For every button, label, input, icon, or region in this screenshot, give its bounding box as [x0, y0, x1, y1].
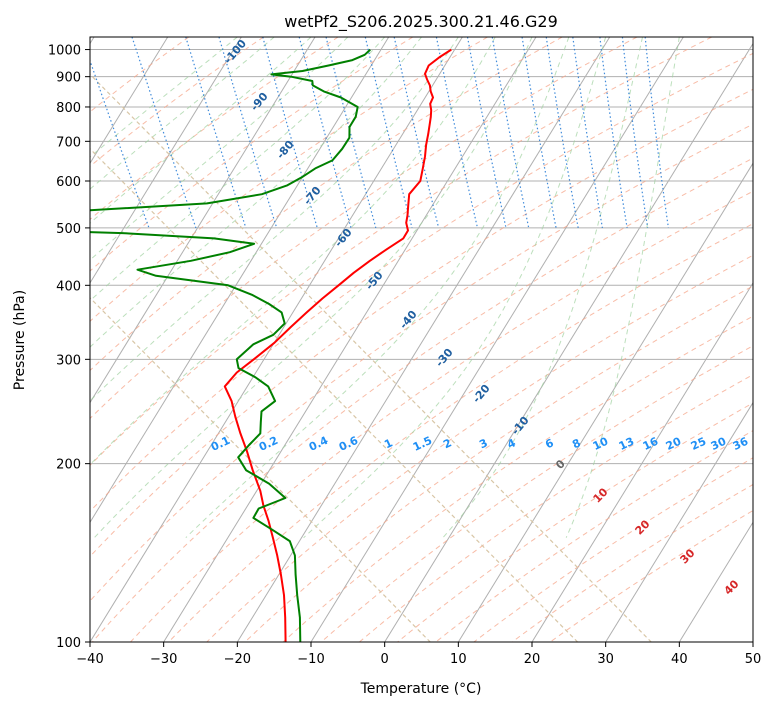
y-axis-label: Pressure (hPa) — [12, 290, 28, 390]
mixing-ratio-label: 36 — [731, 435, 751, 453]
dry-adiabat-line — [511, 483, 753, 642]
dry-adiabat-line — [90, 123, 753, 602]
dry-adiabat-line — [90, 37, 563, 372]
moist-adiabat-line — [90, 37, 496, 466]
x-axis-ticks: −40 −30 −20 −10 0 10 20 30 40 50 — [76, 642, 761, 667]
moist-adiabat-line — [442, 37, 643, 539]
isotherm-line — [236, 37, 611, 642]
mixing-ratio-label: 20 — [664, 435, 684, 453]
sounding-series — [90, 48, 452, 642]
moist-adiabat-line — [90, 37, 459, 402]
mixing-ratio-line — [572, 37, 603, 229]
dry-adiabat-line — [549, 509, 753, 642]
moist-adiabat-line — [90, 37, 349, 261]
x-axis-label: Temperature (°C) — [360, 681, 482, 697]
moist-adiabat-line — [93, 37, 533, 539]
mixing-ratio-line — [466, 37, 507, 229]
y-tick-label: 400 — [56, 279, 81, 294]
arc-guide-line — [90, 73, 652, 642]
y-tick-label: 600 — [56, 175, 81, 190]
y-tick-label: 200 — [56, 458, 81, 473]
isotherm-line — [90, 37, 463, 642]
isotherm-line — [90, 37, 316, 404]
x-tick-label: −10 — [297, 652, 324, 667]
background-grid — [90, 37, 753, 642]
mixing-ratio-line — [364, 37, 413, 229]
isotherm-line — [90, 37, 390, 524]
dry-adiabat-line — [90, 37, 414, 272]
y-tick-label: 700 — [56, 135, 81, 150]
dry-adiabat-line — [90, 37, 638, 420]
mixing-ratio-line — [262, 37, 318, 229]
isotherm-line — [457, 162, 753, 642]
y-axis-ticks: 100 200 300 400 500 600 700 800 900 1000 — [48, 44, 90, 651]
isotherm-line — [678, 521, 753, 642]
dry-adiabat-line — [320, 345, 753, 642]
mixing-ratio-line — [435, 37, 479, 229]
y-tick-label: 100 — [56, 636, 81, 651]
moist-adiabat-line — [185, 37, 570, 539]
isotherm-line — [90, 37, 242, 284]
moist-adiabat-line — [90, 37, 386, 302]
y-tick-label: 1000 — [48, 44, 81, 59]
moist-adiabat-line — [90, 37, 275, 190]
y-tick-label: 500 — [56, 222, 81, 237]
y-tick-label: 300 — [56, 353, 81, 368]
chart-title: wetPf2_S206.2025.300.21.46.G29 — [284, 12, 558, 32]
y-tick-label: 800 — [56, 101, 81, 116]
x-tick-label: 40 — [671, 652, 688, 667]
dry-adiabat-line — [397, 402, 753, 642]
mixing-ratio-line — [621, 37, 649, 228]
x-tick-label: 50 — [745, 652, 762, 667]
x-tick-label: −20 — [224, 652, 251, 667]
dry-adiabat-line — [130, 190, 753, 642]
mixing-ratio-line — [298, 37, 352, 229]
dry-adiabat-line — [90, 37, 264, 168]
isotherm-line — [163, 37, 537, 642]
dry-adiabat-line — [282, 315, 753, 642]
mixing-ratio-label: 16 — [641, 435, 661, 453]
mixing-ratio-line — [545, 37, 579, 229]
dry-adiabat-line — [90, 37, 712, 467]
isotherm-line — [605, 401, 753, 642]
plot-frame — [89, 36, 754, 643]
temperature-profile-line — [223, 48, 452, 642]
y-tick-label: 900 — [56, 71, 81, 86]
dewpoint-profile-line — [90, 48, 371, 642]
mixing-ratio-label: 30 — [709, 435, 729, 453]
mixing-ratio-label: 10 — [591, 435, 611, 453]
mixing-ratio-line — [599, 37, 628, 228]
x-tick-label: 20 — [524, 652, 541, 667]
dry-adiabat-line — [90, 52, 753, 513]
mixing-ratio-line — [491, 37, 530, 229]
arc-guide-line — [90, 147, 579, 642]
isotherm-line — [90, 37, 169, 165]
arc-guide-line — [90, 296, 431, 642]
mixing-ratio-label: 25 — [689, 435, 708, 453]
mixing-ratio-line — [521, 37, 557, 229]
mixing-ratio-line — [325, 37, 377, 229]
x-tick-label: 30 — [597, 652, 614, 667]
mixing-ratio-line — [393, 37, 440, 229]
mixing-ratio-line — [644, 37, 669, 228]
mixing-ratio-line — [90, 58, 150, 229]
mixing-ratio-label: 13 — [617, 435, 636, 453]
isotherm-line — [310, 37, 684, 642]
dry-adiabat-line — [359, 374, 753, 642]
isotherm-line — [531, 281, 753, 642]
x-tick-label: 0 — [381, 652, 389, 667]
moist-adiabat-line — [90, 37, 422, 348]
x-tick-label: 10 — [450, 652, 467, 667]
mixing-ratio-line — [131, 37, 197, 229]
x-tick-label: −40 — [76, 652, 103, 667]
dry-adiabat-line — [90, 88, 753, 558]
x-tick-label: −30 — [150, 652, 177, 667]
dry-adiabat-line — [91, 157, 753, 642]
mixing-ratio-line — [218, 37, 278, 229]
moist-adiabat-line — [565, 37, 680, 538]
mixing-ratio-line — [185, 37, 247, 229]
